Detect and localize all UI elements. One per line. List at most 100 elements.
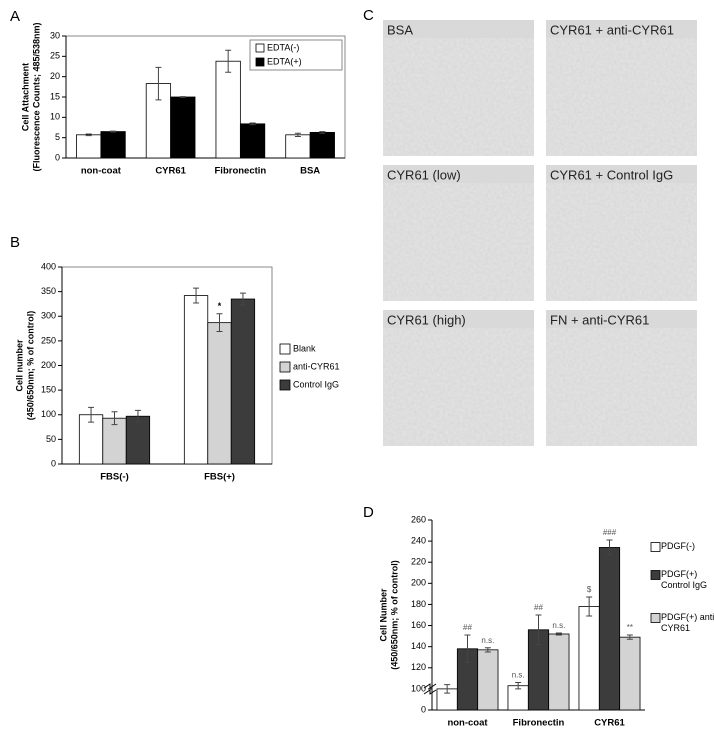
micrograph-texture <box>546 183 697 301</box>
bar <box>548 633 570 711</box>
error-bar <box>319 131 326 134</box>
micrograph-label: CYR61 + Control IgG <box>550 167 673 182</box>
x-tick-label: FBS(+) <box>204 472 235 483</box>
legend-swatch <box>279 361 291 373</box>
micrograph-label: CYR61 + anti-CYR61 <box>550 22 674 37</box>
y-tick-label: 300 <box>41 311 56 321</box>
error-bar <box>484 647 491 653</box>
y-tick-label: 200 <box>411 578 426 588</box>
bar <box>309 131 335 159</box>
x-tick-label: non-coat <box>81 166 122 177</box>
significance-label: $ <box>587 585 592 594</box>
error-bar <box>294 132 301 137</box>
y-axis-label: Cell number <box>14 339 24 392</box>
y-axis-label: Cell Number <box>378 588 388 642</box>
y-axis-label: (Fluorescence Counts; 485/538nm) <box>31 22 41 171</box>
legend-label: EDTA(+) <box>267 56 302 66</box>
y-tick-label: 140 <box>411 641 426 651</box>
legend-swatch <box>650 570 661 580</box>
significance-label: ## <box>534 603 543 612</box>
y-tick-label: 120 <box>411 662 426 672</box>
legend-label: Control IgG <box>293 379 339 389</box>
significance-label: ### <box>603 528 617 537</box>
bar <box>230 298 256 465</box>
bar <box>170 96 196 159</box>
error-bar <box>626 634 633 640</box>
bar <box>578 606 600 711</box>
significance-label: n.s. <box>512 671 525 680</box>
micrograph-label: FN + anti-CYR61 <box>550 312 649 327</box>
significance-label: n.s. <box>481 636 494 645</box>
error-bar <box>535 614 542 646</box>
y-tick-label: 180 <box>411 599 426 609</box>
legend-label: PDGF(+) anti-CYR61 <box>661 612 714 633</box>
legend-swatch <box>650 542 661 552</box>
bar <box>76 134 102 159</box>
x-tick-label: FBS(-) <box>100 472 129 483</box>
legend-box <box>249 39 343 71</box>
y-axis-label: (450/650nm; % of control) <box>389 560 399 670</box>
panel-label: A <box>10 8 20 25</box>
significance-label: ** <box>627 623 633 632</box>
y-tick-label: 50 <box>46 434 56 444</box>
y-tick-label: 0 <box>55 152 60 162</box>
y-tick-label: 350 <box>41 286 56 296</box>
legend-swatch <box>650 613 661 623</box>
y-tick-label: 0 <box>51 458 56 468</box>
panel-label: D <box>363 504 374 521</box>
y-tick-label: 150 <box>41 385 56 395</box>
error-bar <box>225 49 232 73</box>
bar <box>239 123 266 159</box>
error-bar <box>606 539 613 556</box>
bar <box>100 131 126 159</box>
significance-label: * <box>218 301 222 311</box>
y-tick-label: 25 <box>50 51 60 61</box>
y-tick-label: 250 <box>41 335 56 345</box>
x-tick-label: Fibronectin <box>513 718 565 729</box>
legend-swatch <box>255 43 265 53</box>
micrograph-label: CYR61 (high) <box>387 312 466 327</box>
legend-entry: PDGF(+) Control IgG <box>661 569 708 590</box>
significance-label: ## <box>463 623 472 632</box>
y-tick-label: 20 <box>50 71 60 81</box>
legend-label: PDGF(+) Control IgG <box>661 569 708 590</box>
y-tick-label: 0 <box>421 704 426 714</box>
error-bar <box>111 411 118 426</box>
x-tick-label: non-coat <box>447 718 488 729</box>
y-tick-label: 5 <box>55 132 60 142</box>
error-bar <box>464 634 471 663</box>
error-bar <box>444 684 451 694</box>
micrograph-texture <box>546 38 697 156</box>
bar <box>215 60 241 159</box>
x-tick-label: BSA <box>300 166 320 177</box>
micrograph-label: BSA <box>387 22 413 37</box>
error-bar <box>85 133 92 137</box>
y-tick-label: 220 <box>411 557 426 567</box>
micrograph-label: CYR61 (low) <box>387 167 461 182</box>
y-axis-label: Cell Attachment <box>20 63 30 131</box>
bar <box>477 649 499 711</box>
micrograph-panel: C BSA CYR61 + anti-CYR61 CYR61 (low) CYR61 +… <box>363 7 697 446</box>
y-tick-label: 240 <box>411 535 426 545</box>
error-bar <box>179 96 186 98</box>
error-bar <box>586 596 593 617</box>
y-tick-label: 200 <box>41 360 56 370</box>
error-bar <box>88 406 95 423</box>
error-bar <box>110 130 117 133</box>
y-tick-label: 30 <box>50 30 60 40</box>
x-tick-label: CYR61 <box>594 718 625 729</box>
legend-label: Blank <box>293 343 316 353</box>
bar <box>207 322 232 465</box>
error-bar <box>155 66 162 101</box>
bar <box>125 415 151 465</box>
error-bar <box>249 122 256 126</box>
error-bar <box>134 409 141 423</box>
y-tick-label: 15 <box>50 91 60 101</box>
bar <box>285 134 311 159</box>
y-tick-label: 100 <box>41 409 56 419</box>
bar <box>598 547 621 711</box>
error-bar <box>555 632 562 636</box>
y-tick-label: 160 <box>411 620 426 630</box>
micrograph-texture <box>383 183 534 301</box>
